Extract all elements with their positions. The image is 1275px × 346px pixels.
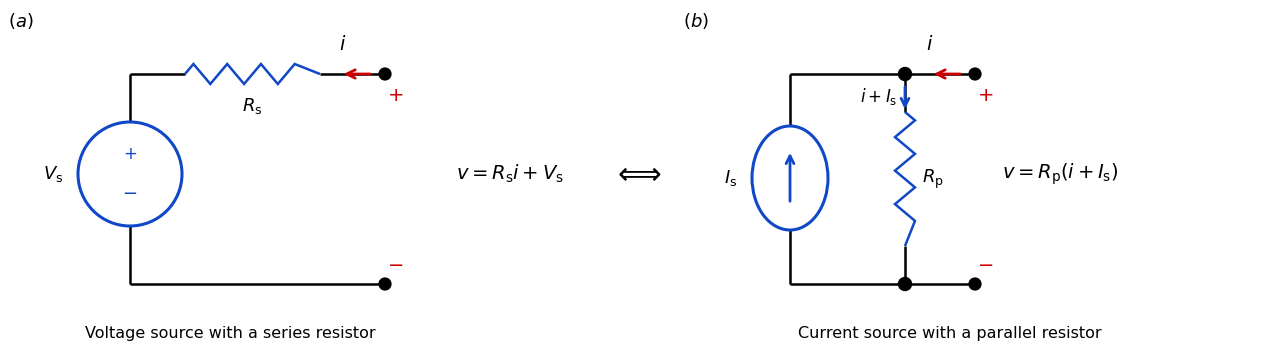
Circle shape [380,69,390,80]
Text: $i$: $i$ [339,35,347,54]
Text: Voltage source with a series resistor: Voltage source with a series resistor [84,326,375,341]
Text: $+$: $+$ [386,86,403,106]
Circle shape [899,277,912,291]
Text: $v = R_\mathrm{s}i + V_\mathrm{s}$: $v = R_\mathrm{s}i + V_\mathrm{s}$ [456,163,564,185]
Text: $+$: $+$ [977,86,993,106]
Text: $R_\mathrm{p}$: $R_\mathrm{p}$ [922,167,944,191]
Text: $I_\mathrm{s}$: $I_\mathrm{s}$ [724,168,737,188]
Text: $+$: $+$ [122,145,138,163]
Circle shape [899,67,912,81]
Text: $(a)$: $(a)$ [8,11,33,31]
Circle shape [380,279,390,290]
Text: Current source with a parallel resistor: Current source with a parallel resistor [798,326,1102,341]
Text: $(b)$: $(b)$ [683,11,709,31]
Text: $-$: $-$ [122,183,138,201]
Text: $R_\mathrm{s}$: $R_\mathrm{s}$ [242,96,263,116]
Text: $-$: $-$ [386,255,403,273]
Text: $i + I_\mathrm{s}$: $i + I_\mathrm{s}$ [859,86,898,107]
Text: $v = R_\mathrm{p}(i + I_\mathrm{s})$: $v = R_\mathrm{p}(i + I_\mathrm{s})$ [1002,161,1118,187]
Text: $-$: $-$ [977,255,993,273]
Text: $\Longleftrightarrow$: $\Longleftrightarrow$ [612,160,662,189]
Circle shape [969,279,980,290]
Circle shape [969,69,980,80]
Text: $V_\mathrm{s}$: $V_\mathrm{s}$ [42,164,62,184]
Text: $i$: $i$ [927,35,933,54]
